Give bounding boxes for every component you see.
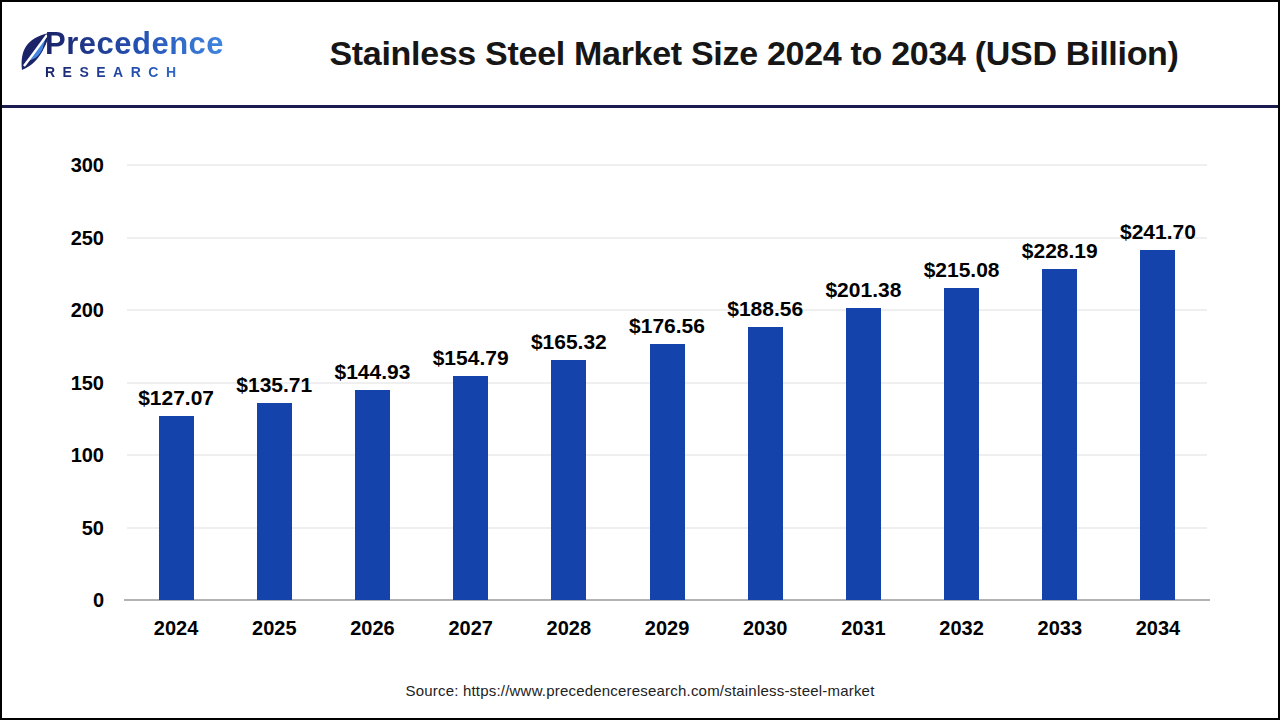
bar-group: $188.56 xyxy=(716,165,814,600)
bar xyxy=(1140,250,1175,600)
bar xyxy=(944,288,979,600)
brand-logo: Precedence RESEARCH xyxy=(18,27,256,81)
x-tick-label: 2027 xyxy=(422,617,520,640)
bar-group: $201.38 xyxy=(814,165,912,600)
bar-group: $241.70 xyxy=(1109,165,1207,600)
x-tick-label: 2028 xyxy=(520,617,618,640)
bar xyxy=(650,344,685,600)
bar-group: $127.07 xyxy=(127,165,225,600)
x-axis: 2024202520262027202820292030203120322033… xyxy=(127,617,1207,640)
header: Precedence RESEARCH Stainless Steel Mark… xyxy=(2,2,1278,108)
bar xyxy=(748,327,783,600)
bar xyxy=(551,360,586,600)
bar-value-label: $201.38 xyxy=(825,278,901,302)
bar xyxy=(846,308,881,600)
brand-subtitle: RESEARCH xyxy=(45,63,224,81)
y-tick-label: 0 xyxy=(38,587,104,613)
page-title: Stainless Steel Market Size 2024 to 2034… xyxy=(256,34,1278,73)
y-tick-label: 100 xyxy=(38,442,104,468)
bar-group: $144.93 xyxy=(323,165,421,600)
x-tick-label: 2025 xyxy=(225,617,323,640)
bars: $127.07 $135.71 $144.93 $154.79 $165.32 $176.… xyxy=(127,165,1207,600)
bar-value-label: $144.93 xyxy=(335,360,411,384)
bar-group: $135.71 xyxy=(225,165,323,600)
brand-name: Precedence xyxy=(45,27,224,61)
source-text: Source: https://www.precedenceresearch.c… xyxy=(2,682,1278,699)
bar xyxy=(1042,269,1077,600)
bar-value-label: $176.56 xyxy=(629,314,705,338)
x-tick-label: 2033 xyxy=(1011,617,1109,640)
logo-text: Precedence RESEARCH xyxy=(45,27,224,81)
bar-group: $176.56 xyxy=(618,165,716,600)
bar-value-label: $241.70 xyxy=(1120,220,1196,244)
bar-value-label: $215.08 xyxy=(924,258,1000,282)
y-tick-label: 300 xyxy=(38,152,104,178)
plot-area: $127.07 $135.71 $144.93 $154.79 $165.32 $176.… xyxy=(127,165,1207,600)
bar-value-label: $135.71 xyxy=(236,373,312,397)
x-tick-label: 2029 xyxy=(618,617,716,640)
bar-group: $165.32 xyxy=(520,165,618,600)
bar-group: $228.19 xyxy=(1011,165,1109,600)
x-tick-label: 2032 xyxy=(913,617,1011,640)
bar xyxy=(257,403,292,600)
bar-value-label: $165.32 xyxy=(531,330,607,354)
bar xyxy=(453,376,488,600)
x-tick-label: 2026 xyxy=(323,617,421,640)
y-tick-label: 50 xyxy=(38,515,104,541)
bar-value-label: $228.19 xyxy=(1022,239,1098,263)
bar-group: $215.08 xyxy=(913,165,1011,600)
x-tick-label: 2034 xyxy=(1109,617,1207,640)
y-axis: 050100150200250300 xyxy=(38,165,104,600)
bar-value-label: $127.07 xyxy=(138,386,214,410)
x-tick-label: 2030 xyxy=(716,617,814,640)
bar-value-label: $154.79 xyxy=(433,346,509,370)
x-tick-label: 2024 xyxy=(127,617,225,640)
x-tick-label: 2031 xyxy=(814,617,912,640)
bar xyxy=(355,390,390,600)
y-tick-label: 200 xyxy=(38,297,104,323)
bar-value-label: $188.56 xyxy=(727,297,803,321)
bar xyxy=(159,416,194,600)
y-tick-label: 250 xyxy=(38,225,104,251)
bar-group: $154.79 xyxy=(422,165,520,600)
y-tick-label: 150 xyxy=(38,370,104,396)
